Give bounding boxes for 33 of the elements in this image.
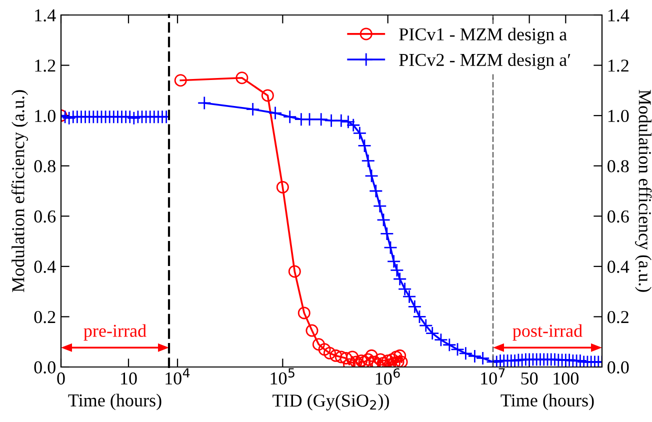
x-tick-label: 10 [121, 372, 137, 385]
x-axis-title: Time (hours) [500, 394, 594, 410]
y-tick-label: 0.6 [34, 210, 56, 223]
legend-label: PICv2 - MZM design a′ [399, 53, 570, 70]
y-tick-label: 1.0 [35, 110, 56, 122]
y-tick-label: 0.8 [34, 160, 56, 172]
y2-tick-label: 0.4 [608, 260, 630, 273]
x-tick-label: 10$^{5}$ [270, 368, 294, 384]
y-tick-label: 1.2 [35, 60, 56, 72]
legend-label: PICv1 - MZM design a [399, 28, 567, 44]
y2-tick-label: 0.0 [608, 361, 629, 374]
y2-tick-label: 0.6 [608, 210, 629, 223]
x-tick-label: 0 [57, 372, 65, 385]
x-tick-label: 10$^{7}$ [481, 368, 505, 384]
y-tick-label: 1.4 [35, 9, 56, 22]
y2-tick-label: 1.4 [608, 9, 630, 22]
y2-tick-label: 0.8 [608, 160, 629, 172]
y2-tick-label: 0.2 [608, 310, 628, 324]
annotation: post-irrad [512, 324, 582, 341]
x-tick-label: 10$^{6}$ [376, 368, 400, 385]
y-tick-label: 0.2 [34, 310, 56, 324]
y-tick-label: 0.0 [34, 361, 56, 374]
y2-axis-title: Modulation efficiency (a.u.) [635, 90, 652, 292]
x-tick-label: 50 [521, 372, 538, 385]
x-tick-label: 10$^{4}$ [166, 368, 190, 384]
annotation: pre-irrad [84, 324, 146, 341]
y-axis-title: Modulation efficiency (a.u.) [11, 90, 28, 292]
y2-tick-label: 1.2 [608, 60, 628, 72]
y2-tick-label: 1.0 [608, 110, 629, 122]
x-axis-title: TID (Gy(SiO$_{2}$)) [272, 394, 389, 410]
x-tick-label: 100 [554, 372, 579, 385]
x-axis-title: Time (hours) [68, 394, 162, 410]
y-tick-label: 0.4 [34, 260, 56, 273]
